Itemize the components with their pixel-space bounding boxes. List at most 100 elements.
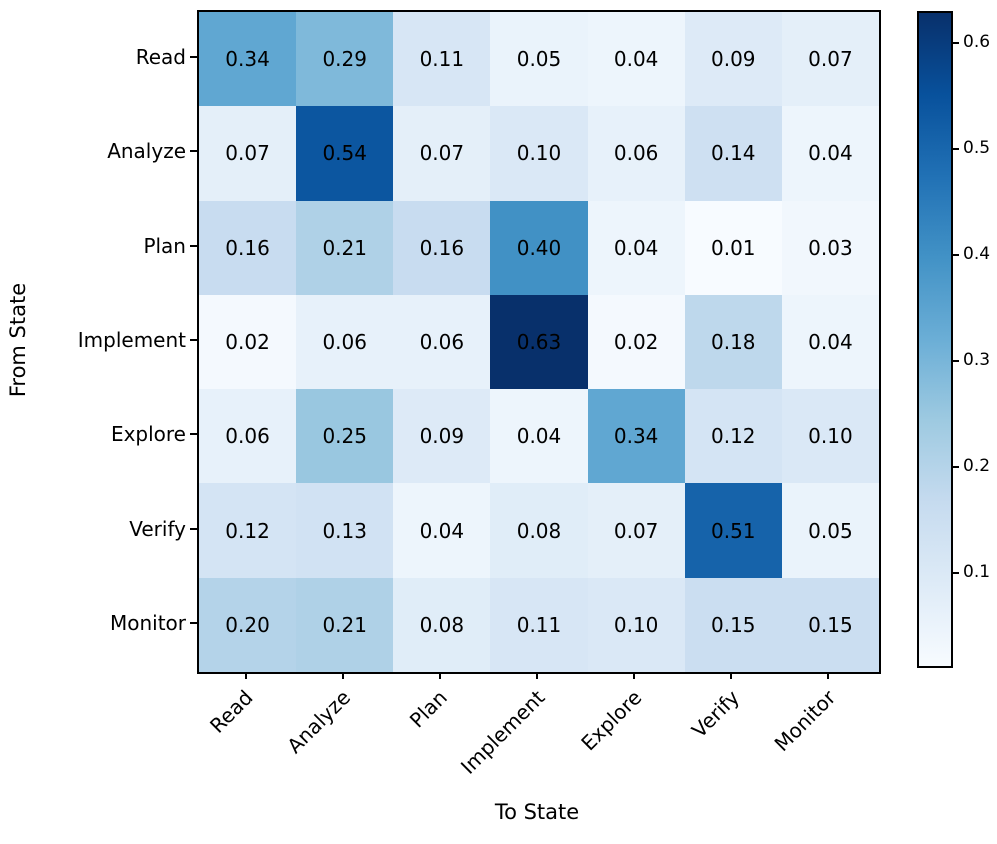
heatmap-cell: 0.08 [490,483,588,578]
heatmap-cell-value: 0.04 [613,47,659,72]
heatmap-cell-value: 0.04 [808,329,853,354]
y-tick-mark [190,56,197,59]
colorbar-tick-label: 0.2 [963,456,991,477]
colorbar-tick-mark [953,147,959,150]
heatmap-cell: 0.07 [393,106,491,201]
y-tick-label: Verify [129,516,186,541]
heatmap-cell-value: 0.15 [711,612,756,637]
heatmap-cell-value: 0.16 [225,235,270,260]
heatmap-cell-value: 0.20 [225,612,270,637]
heatmap-cell-value: 0.10 [808,424,853,449]
x-tick-label: Implement [455,685,550,779]
heatmap-cell: 0.25 [296,389,394,484]
heatmap-cell-value: 0.14 [711,141,756,166]
y-tick-mark [190,527,197,530]
heatmap-cell-value: 0.07 [419,141,465,166]
heatmap-cell: 0.07 [781,12,879,107]
y-tick-mark [190,339,197,341]
colorbar-tick-mark [953,359,959,362]
heatmap-cell-value: 0.10 [516,141,562,166]
heatmap-cell: 0.54 [296,106,394,201]
y-tick-label: Implement [77,328,186,352]
x-axis-label: To State [494,800,580,824]
heatmap-cell-value: 0.63 [516,329,562,354]
heatmap-cell-value: 0.07 [808,47,853,72]
heatmap-cell: 0.06 [587,106,685,201]
heatmap-cell: 0.04 [587,200,685,295]
heatmap-cell: 0.29 [296,12,394,107]
heatmap-cell-value: 0.13 [322,518,367,543]
heatmap-cell: 0.34 [587,389,685,484]
heatmap-cell-value: 0.04 [613,235,659,260]
heatmap-cell-value: 0.12 [711,424,756,449]
heatmap-cell: 0.51 [684,483,782,578]
heatmap-cell: 0.02 [587,294,685,390]
x-tick-label: Read [205,685,258,738]
heatmap-cell: 0.04 [393,483,491,578]
heatmap-cell-value: 0.15 [808,612,853,637]
heatmap-cell: 0.12 [199,483,297,578]
colorbar-tick-label: 0.6 [963,32,991,53]
x-tick-mark [341,672,344,679]
colorbar-tick-label: 0.1 [963,562,991,583]
y-tick-mark [190,150,197,153]
heatmap-cell-value: 0.12 [225,518,270,543]
colorbar [917,11,953,668]
heatmap-cell: 0.13 [296,483,394,578]
x-tick-mark [827,672,830,679]
colorbar-tick-label: 0.3 [963,350,991,371]
colorbar-tick-label: 0.4 [963,244,991,265]
heatmap-cell: 0.02 [199,294,297,390]
x-tick-mark [438,672,441,679]
heatmap-cell-value: 0.02 [613,329,659,354]
heatmap-cell: 0.01 [684,200,782,295]
x-tick-mark [536,672,538,679]
heatmap-cell: 0.06 [296,294,394,390]
y-tick-mark [190,621,197,624]
heatmap-cell: 0.15 [781,577,879,672]
heatmap-cell: 0.04 [781,294,879,390]
heatmap-cell-value: 0.34 [225,47,270,72]
heatmap-cell-value: 0.07 [225,141,270,166]
y-tick-label: Explore [110,422,186,447]
heatmap-cell: 0.21 [296,577,394,672]
y-tick-mark [190,244,197,247]
heatmap-cell-value: 0.21 [322,235,367,260]
y-tick-label: Read [135,45,186,70]
heatmap-cell-value: 0.40 [516,235,562,260]
heatmap-cell-value: 0.51 [711,518,756,543]
heatmap-cell-value: 0.04 [419,518,465,543]
heatmap-cell: 0.12 [684,389,782,484]
x-tick-label: Explore [576,685,647,756]
heatmap-cell-value: 0.34 [613,424,659,449]
heatmap-cell: 0.06 [393,294,491,390]
heatmap-cell-value: 0.06 [322,329,367,354]
heatmap-cell: 0.16 [393,200,491,295]
heatmap-cell: 0.04 [781,106,879,201]
heatmap-cell-value: 0.08 [419,612,465,637]
colorbar-tick-mark [953,571,959,574]
y-tick-label: Plan [143,233,186,258]
x-tick-label: Analyze [282,685,355,758]
y-tick-label: Monitor [109,610,186,635]
heatmap-cell-value: 0.18 [711,329,756,354]
heatmap-cell-value: 0.06 [225,424,270,449]
heatmap-cell-value: 0.09 [711,47,756,72]
heatmap-cell: 0.04 [490,389,588,484]
heatmap-plot-area: 0.34 0.29 0.11 0.05 0.04 0.09 0.07 0.07 0.54 0.07… [197,10,881,674]
heatmap-cell: 0.40 [490,200,588,295]
heatmap-cell-value: 0.11 [516,612,562,637]
heatmap-cell-value: 0.16 [419,235,465,260]
heatmap-cell: 0.04 [587,12,685,107]
heatmap-cell-value: 0.01 [711,235,756,260]
heatmap-cell: 0.08 [393,577,491,672]
heatmap-cell: 0.06 [199,389,297,484]
x-tick-mark [244,672,247,679]
heatmap-cell: 0.05 [490,12,588,107]
heatmap-cell-value: 0.02 [225,329,270,354]
colorbar-tick-mark [953,465,959,468]
heatmap-cell-value: 0.11 [419,47,465,72]
heatmap-cell: 0.10 [781,389,879,484]
heatmap-cell-value: 0.06 [613,141,659,166]
